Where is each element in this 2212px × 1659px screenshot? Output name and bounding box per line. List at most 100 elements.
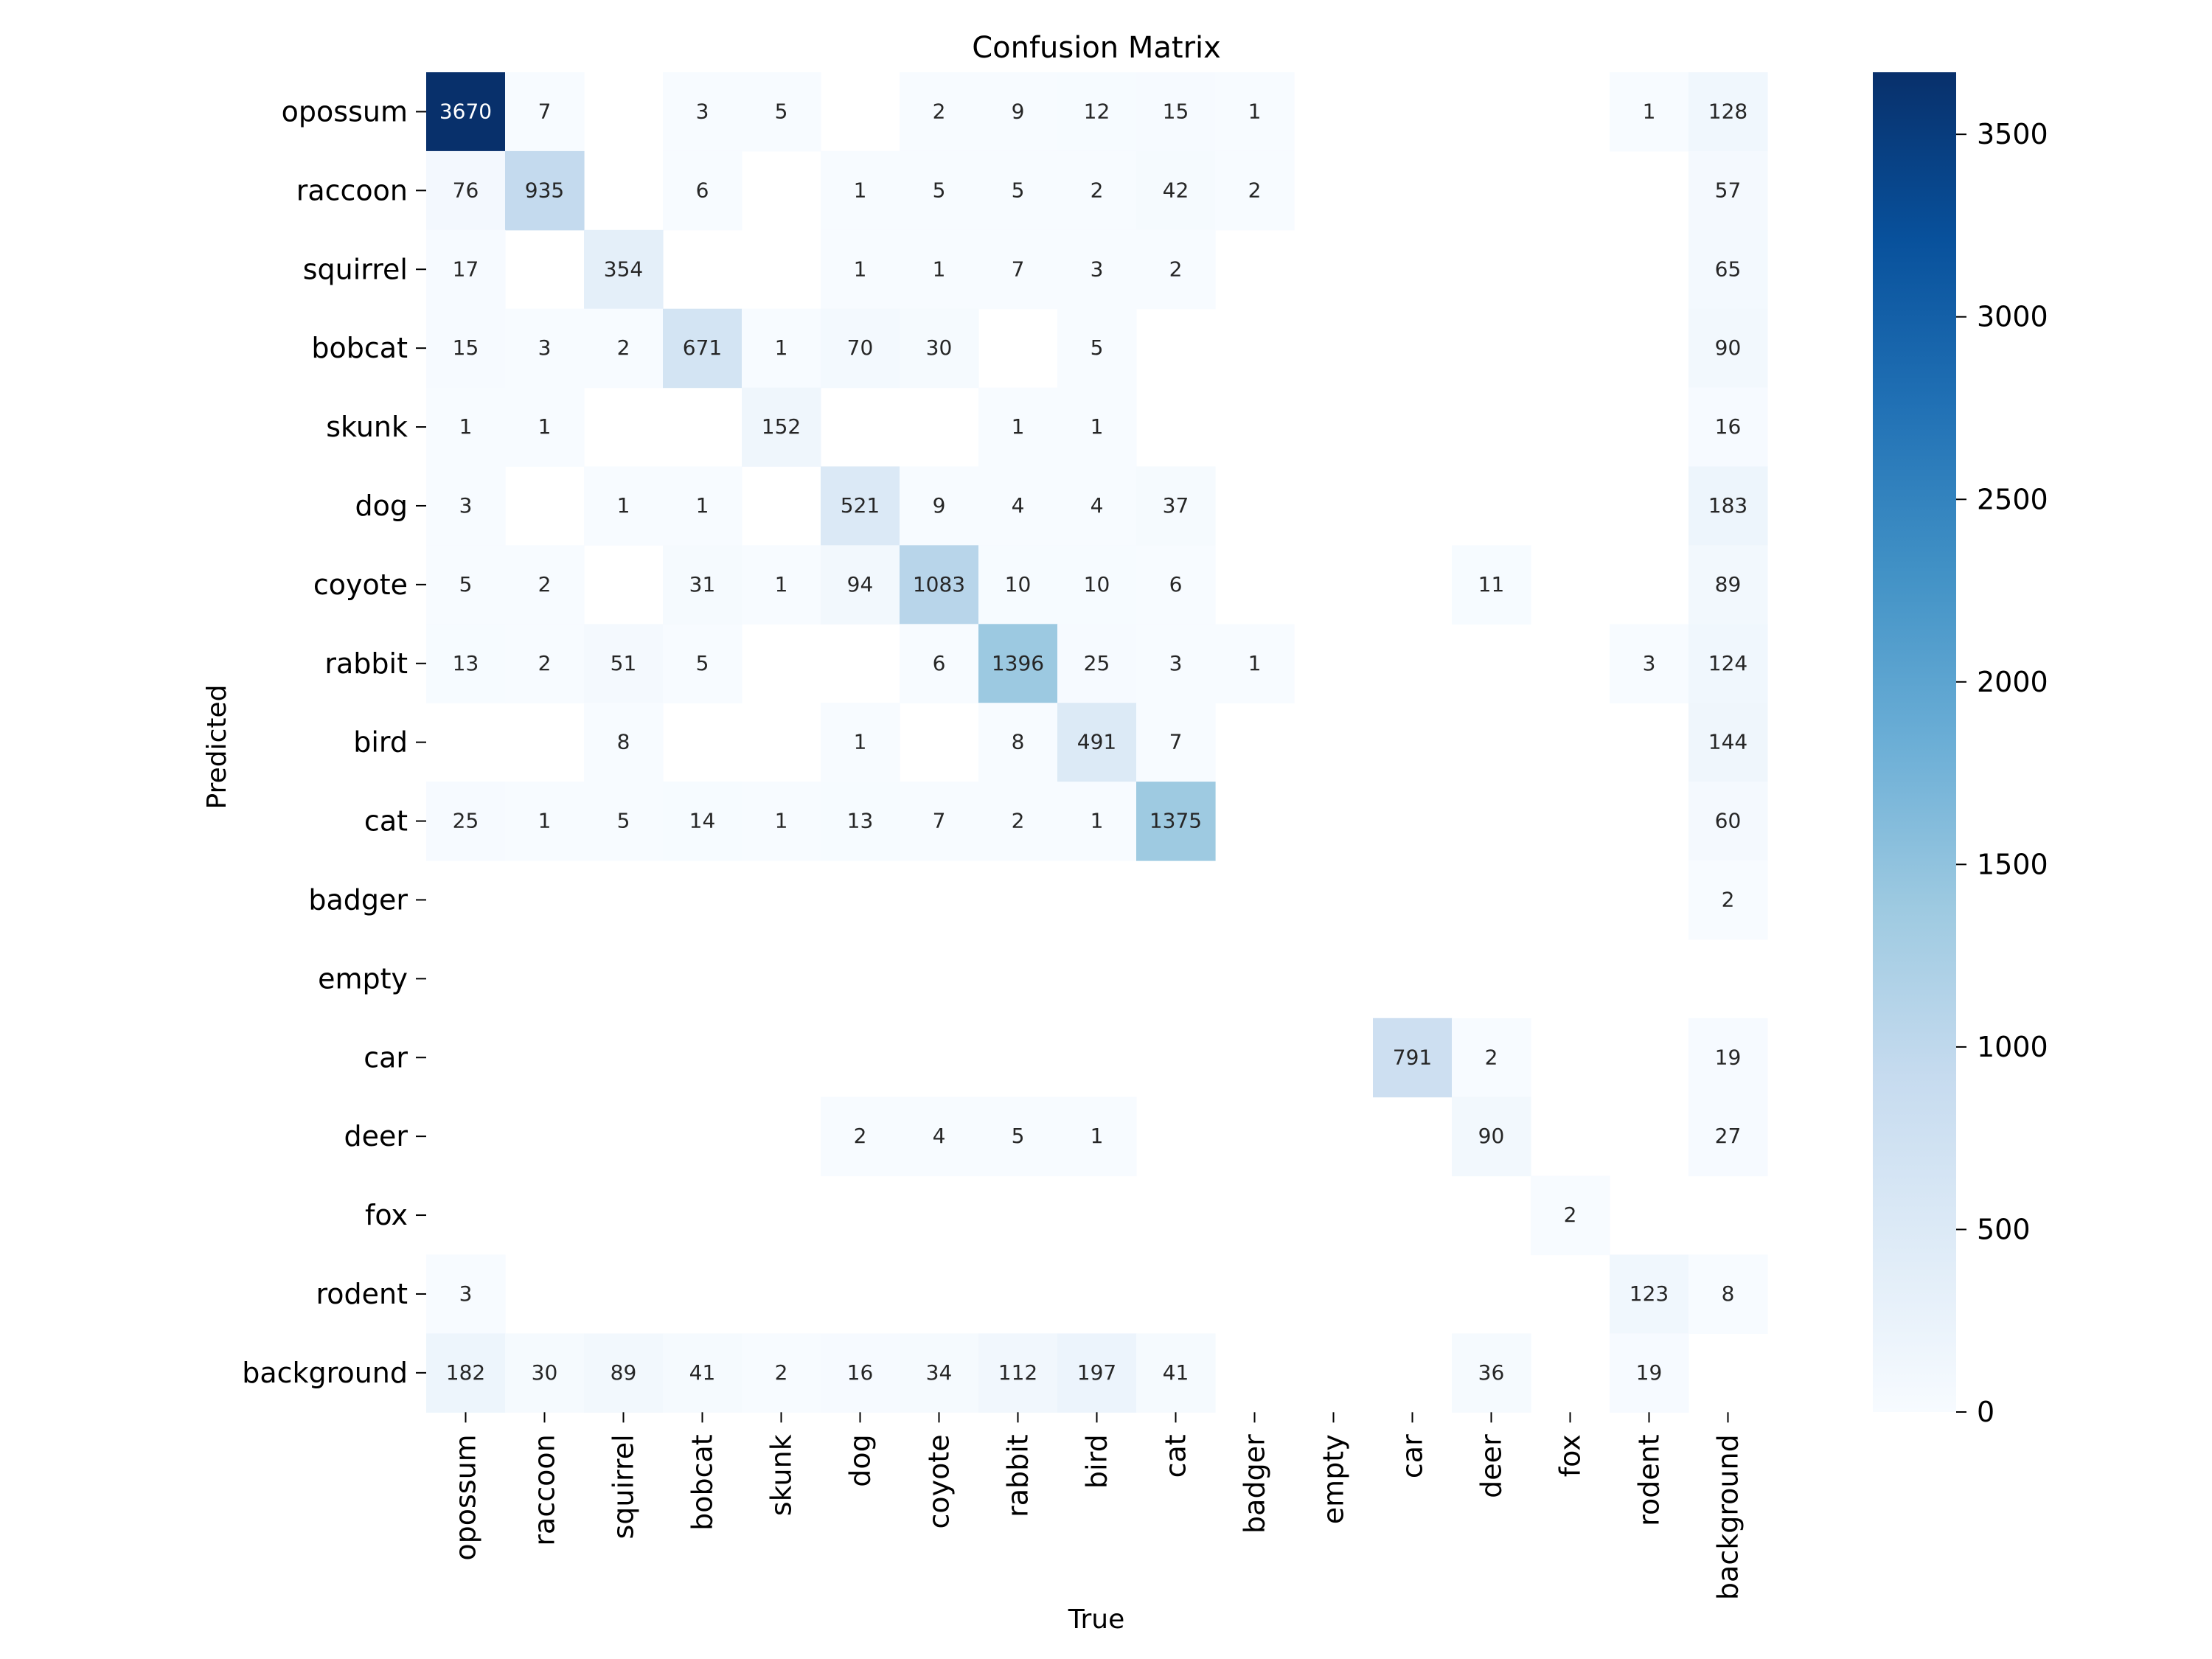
heatmap-cell (505, 624, 585, 703)
x-tick-label: dog (844, 1434, 877, 1487)
cell-value-label: 10 (1005, 572, 1032, 597)
cell-value-label: 4 (1012, 493, 1025, 518)
cell-value-label: 89 (1715, 572, 1742, 597)
heatmap-cell (1688, 466, 1768, 546)
heatmap-cell (426, 1254, 506, 1334)
heatmap-cell (742, 308, 821, 389)
x-tick-labels: opossum raccoon squirrel bobcat skunk dog coyo… (450, 1412, 1745, 1600)
cell-value-label: 935 (525, 178, 564, 202)
heatmap-cell (1057, 387, 1137, 467)
cell-value-label: 5 (775, 99, 788, 123)
heatmap-cell (1215, 150, 1295, 231)
cell-value-label: 1 (1248, 99, 1262, 123)
heatmap-cell (1136, 545, 1216, 625)
cell-value-label: 2 (1091, 178, 1104, 202)
heatmap-cell (1688, 387, 1768, 467)
heatmap-cell (1373, 1018, 1453, 1098)
cell-value-label: 5 (1012, 1124, 1025, 1148)
heatmap-cell (505, 308, 585, 389)
colorbar-tick-label: 3000 (1977, 301, 2048, 333)
heatmap-cell (742, 387, 821, 467)
cell-value-label: 70 (847, 335, 874, 360)
cell-value-label: 791 (1393, 1045, 1432, 1069)
x-axis-label: True (1068, 1604, 1124, 1635)
cell-value-label: 8 (1012, 730, 1025, 754)
heatmap-cell (1057, 1333, 1137, 1413)
y-tick-labels: opossum raccoon squirrel bobcat skunk dog coyo… (242, 95, 426, 1389)
heatmap-cell (1057, 782, 1137, 861)
y-tick-label: coyote (313, 568, 408, 601)
cell-value-label: 2 (617, 335, 630, 360)
cell-value-label: 1 (854, 730, 867, 754)
heatmap-cell (978, 782, 1058, 861)
cell-value-label: 144 (1708, 730, 1747, 754)
x-tick-label: fox (1554, 1434, 1587, 1477)
cell-value-label: 9 (933, 493, 946, 518)
cell-value-label: 19 (1636, 1360, 1663, 1385)
x-tick-label: empty (1318, 1434, 1350, 1524)
heatmap-cell (1688, 72, 1768, 152)
heatmap-cell (742, 72, 821, 152)
cell-value-label: 112 (998, 1360, 1037, 1385)
heatmap-cell (1136, 624, 1216, 703)
cell-value-label: 1396 (992, 651, 1044, 675)
cell-value-label: 2 (1722, 887, 1735, 911)
cell-value-label: 57 (1715, 178, 1742, 202)
cell-value-label: 491 (1077, 730, 1116, 754)
heatmap-cell (663, 466, 742, 546)
cell-value-label: 17 (453, 257, 479, 281)
heatmap-cell (584, 466, 664, 546)
heatmap-cell (505, 387, 585, 467)
heatmap-cell (978, 466, 1058, 546)
cell-value-label: 94 (847, 572, 874, 597)
y-tick-label: raccoon (296, 174, 408, 206)
cell-value-label: 15 (453, 335, 479, 360)
heatmap-cell (426, 387, 506, 467)
cell-value-label: 3 (1169, 651, 1183, 675)
y-tick-label: squirrel (303, 253, 408, 285)
cell-value-label: 1 (538, 414, 552, 439)
cell-value-label: 13 (453, 651, 479, 675)
heatmap-cell (821, 545, 900, 625)
x-tick-label: skunk (765, 1434, 798, 1516)
heatmap-cell (978, 703, 1058, 782)
y-tick-label: rabbit (324, 647, 408, 680)
cell-value-label: 4 (933, 1124, 946, 1148)
cell-value-label: 8 (617, 730, 630, 754)
heatmap-cell (900, 624, 979, 703)
cell-value-label: 3 (538, 335, 552, 360)
cell-value-label: 2 (1169, 257, 1183, 281)
cell-value-label: 1375 (1150, 809, 1202, 833)
heatmap-cell (742, 1333, 821, 1413)
heatmap-cell (1136, 150, 1216, 231)
cell-value-label: 5 (933, 178, 946, 202)
x-tick-label: deer (1475, 1434, 1508, 1498)
heatmap-cell (1136, 703, 1216, 782)
heatmap-cell (1452, 1096, 1531, 1177)
heatmap-cell (663, 624, 742, 703)
heatmap-cell (505, 72, 585, 152)
heatmap-cell (1215, 624, 1295, 703)
cell-value-label: 1 (538, 809, 552, 833)
cell-value-label: 25 (1084, 651, 1110, 675)
cell-value-label: 3 (1091, 257, 1104, 281)
cell-value-label: 1 (1248, 651, 1262, 675)
x-tick-label: badger (1239, 1434, 1271, 1534)
heatmap-cell (1531, 1175, 1610, 1256)
heatmap-cell (978, 1333, 1058, 1413)
cell-value-label: 3 (459, 493, 473, 518)
cell-value-label: 5 (696, 651, 709, 675)
colorbar-tick-label: 1500 (1977, 848, 2048, 880)
colorbar-tick-label: 2000 (1977, 666, 2048, 698)
cell-value-label: 6 (1169, 572, 1183, 597)
colorbar-tick-label: 3500 (1977, 118, 2048, 150)
y-tick-label: car (364, 1041, 408, 1074)
heatmap-cell (505, 782, 585, 861)
heatmap-cell (821, 150, 900, 231)
heatmap-cell (1057, 703, 1137, 782)
colorbar-tick-label: 0 (1977, 1396, 1994, 1428)
heatmap-cell (1136, 782, 1216, 861)
heatmap-cell (505, 150, 585, 231)
